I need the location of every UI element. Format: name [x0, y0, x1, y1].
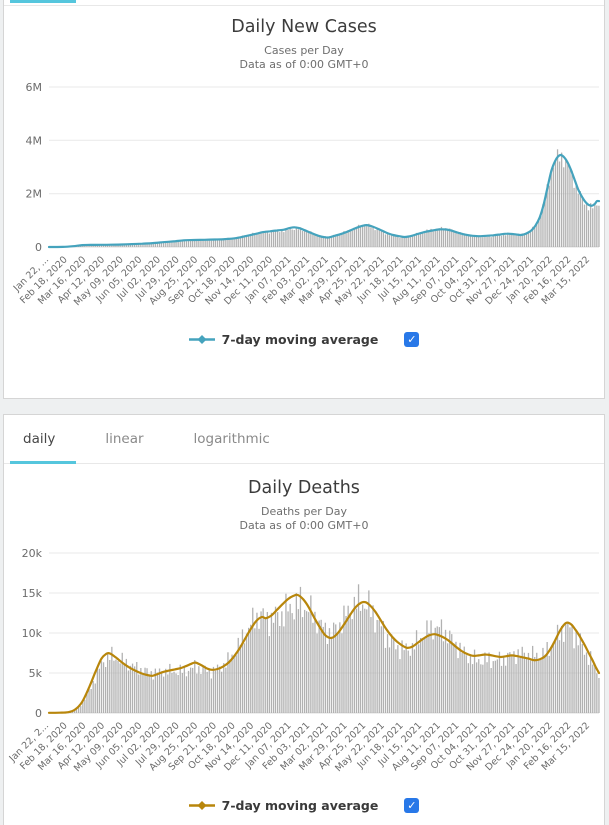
tab-logarithmic[interactable]: logarithmic: [193, 431, 270, 447]
svg-text:0: 0: [35, 241, 42, 254]
chart-tab-bar: daily linear logarithmic: [4, 415, 604, 464]
checkmark-icon: ✓: [407, 798, 417, 812]
svg-text:10k: 10k: [22, 627, 43, 640]
tab-daily[interactable]: daily: [23, 431, 56, 447]
legend[interactable]: 7-day moving average ✓: [4, 330, 604, 348]
cropped-tab-bar: [4, 0, 604, 6]
legend-label: 7-day moving average: [221, 797, 379, 813]
daily-new-cases-panel: Daily New Cases Cases per Day Data as of…: [3, 0, 605, 399]
svg-text:0: 0: [35, 707, 42, 720]
subtitle-line-1: Deaths per Day: [261, 505, 347, 518]
subtitle-line-1: Cases per Day: [264, 44, 344, 57]
moving-average-checkbox[interactable]: ✓: [404, 331, 420, 347]
daily-deaths-panel: daily linear logarithmic Daily Deaths De…: [3, 414, 605, 825]
active-tab-indicator: [10, 0, 76, 3]
legend[interactable]: 7-day moving average ✓: [4, 796, 604, 814]
subtitle-line-2: Data as of 0:00 GMT+0: [239, 518, 369, 532]
svg-text:5k: 5k: [29, 667, 43, 680]
chart-title: Daily New Cases: [231, 17, 377, 37]
checkmark-icon: ✓: [407, 332, 417, 346]
svg-text:15k: 15k: [22, 587, 43, 600]
moving-average-line-icon: [188, 800, 215, 811]
svg-text:2M: 2M: [26, 188, 43, 201]
subtitle-line-2: Data as of 0:00 GMT+0: [239, 57, 369, 71]
svg-text:4M: 4M: [26, 134, 43, 147]
moving-average-line-icon: [188, 334, 215, 345]
moving-average-checkbox[interactable]: ✓: [404, 797, 420, 813]
legend-label: 7-day moving average: [221, 331, 379, 347]
active-tab-indicator: [10, 461, 76, 464]
svg-text:20k: 20k: [22, 547, 43, 560]
chart-subtitle: Cases per Day Data as of 0:00 GMT+0: [4, 44, 604, 71]
tab-linear[interactable]: linear: [105, 431, 144, 447]
chart-subtitle: Deaths per Day Data as of 0:00 GMT+0: [4, 505, 604, 532]
svg-text:6M: 6M: [26, 81, 43, 94]
chart-title: Daily Deaths: [248, 478, 360, 498]
